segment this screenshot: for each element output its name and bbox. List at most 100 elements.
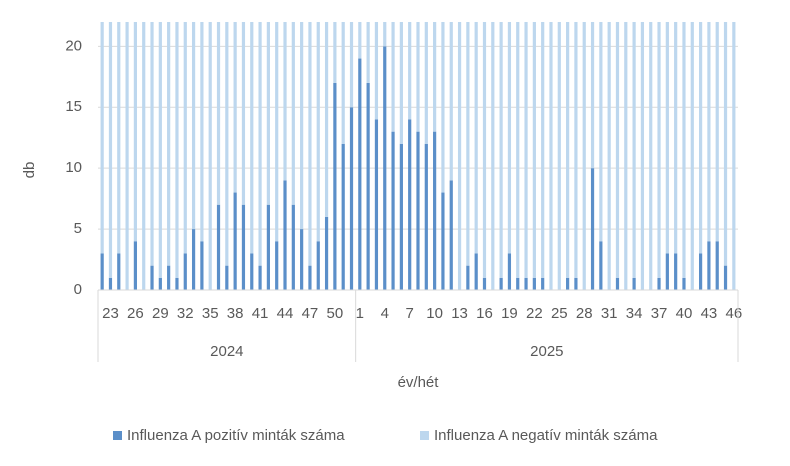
bar-segment [590,22,595,169]
bar-segment [183,22,187,254]
bar-segment [241,204,246,290]
bar-segment [574,277,578,290]
bar-segment [674,253,678,290]
bar-segment [441,22,445,193]
bar-segment [707,241,711,290]
bar-segment [167,265,171,290]
bar-segment [175,277,179,290]
bar-segment [590,168,595,290]
bar-segment [607,22,611,290]
bar-segment [449,22,453,181]
bar-segment [474,22,478,254]
x-tick-label: 41 [252,305,269,322]
bar-segment [308,22,312,266]
bar-segment [474,253,478,290]
bar-segment [408,22,412,120]
bar-segment [482,277,487,290]
bar-segment [549,22,553,290]
bar-segment [491,22,495,290]
bar-segment [158,277,162,290]
bar-segment [532,277,536,290]
bar-segment [524,22,528,278]
bar-segment [100,22,104,254]
bar-segment [599,22,603,242]
bar-segment [524,277,528,290]
x-tick-label: 22 [526,305,543,322]
y-axis-title: db [21,162,38,179]
bar-segment [723,22,728,266]
bar-segment [574,22,578,278]
bar-segment [433,131,437,290]
bar-segment [324,22,329,217]
bar-segment [150,265,154,290]
bar-segment [108,277,113,290]
bar-segment [349,22,354,108]
x-tick-label: 16 [476,305,493,322]
bar-segment [258,265,262,290]
bar-segment [225,22,229,266]
bar-segment [333,22,337,83]
bar-segment [507,22,512,254]
bar-segment [466,265,470,290]
bar-segment [250,22,254,254]
bar-segment [499,277,503,290]
x-tick-label: 46 [726,305,743,322]
bar-segment [117,253,121,290]
bar-segment [424,22,428,144]
x-tick-label: 19 [501,305,518,322]
bar-segment [516,22,520,278]
bar-segment [541,22,545,278]
bar-segment [333,82,337,290]
x-tick-label: 7 [406,305,414,322]
bar-segment [624,22,628,290]
bar-segment [158,22,162,278]
legend-swatch [113,431,122,440]
bar-segment [225,265,229,290]
bar-segment [632,22,636,278]
bar-segment [391,131,395,290]
bar-segment [399,143,403,290]
bar-segment [698,253,703,290]
bar-segment [358,22,362,59]
bar-segment [732,22,736,290]
bar-segment [532,22,536,278]
bar-segment [275,241,279,290]
y-tick-label: 0 [74,281,82,298]
bar-segment [433,22,437,132]
bar-segment [599,241,603,290]
bar-segment [233,192,237,290]
bar-segment [200,22,204,242]
bar-segment [690,22,694,290]
bar-segment [216,204,221,290]
bar-segment [507,253,512,290]
bar-segment [300,229,304,290]
bar-segment [408,119,412,290]
bar-segment [615,277,620,290]
bar-segment [341,143,345,290]
group-label: 2024 [210,343,243,360]
bar-segment [283,180,287,290]
x-tick-label: 28 [576,305,593,322]
bar-segment [698,22,703,254]
bar-segment [183,253,187,290]
bar-segment [566,277,570,290]
bar-segment [133,22,138,242]
bar-segment [366,22,370,83]
bar-segment [374,22,379,120]
bar-segment [308,265,312,290]
x-tick-label: 1 [356,305,364,322]
x-tick-label: 10 [426,305,443,322]
y-tick-label: 5 [74,220,82,237]
bar-segment [374,119,379,290]
bar-segment [441,192,445,290]
y-tick-label: 10 [65,159,82,176]
bar-segment [399,22,403,144]
bar-segment [233,22,237,193]
bar-segment [682,22,686,278]
x-tick-label: 4 [381,305,389,322]
bar-segment [300,22,304,230]
bar-segment [449,180,453,290]
x-tick-label: 13 [451,305,468,322]
x-tick-label: 26 [127,305,144,322]
